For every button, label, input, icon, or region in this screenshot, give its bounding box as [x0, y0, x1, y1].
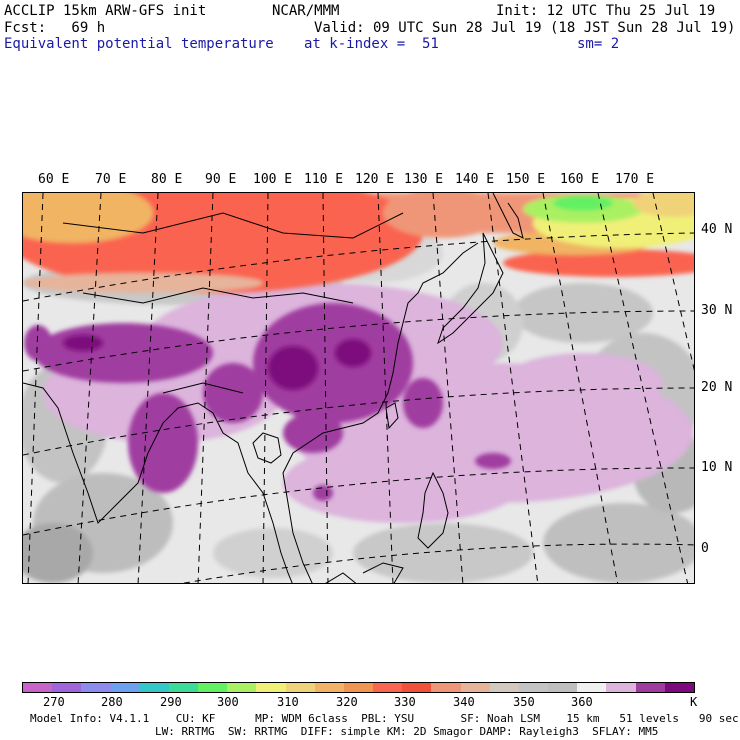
colorbar-label: K — [690, 695, 698, 709]
longitude-label: 70 E — [95, 172, 127, 187]
colorbar-swatch — [431, 683, 461, 692]
colorbar-swatch — [81, 683, 111, 692]
colorbar — [22, 682, 695, 693]
footer-model-info: Model Info: V4.1.1 CU: KF MP: WDM 6class… — [30, 712, 739, 725]
latitude-label: 30 N — [701, 303, 733, 318]
forecast-hour: Fcst: 69 h — [4, 20, 106, 36]
longitude-label: 80 E — [151, 172, 183, 187]
colorbar-swatch — [314, 683, 344, 692]
coastlines — [23, 193, 524, 583]
longitude-label: 100 E — [253, 172, 293, 187]
longitude-label: 130 E — [404, 172, 444, 187]
latitude-label: 10 N — [701, 460, 733, 475]
colorbar-label: 350 — [513, 695, 535, 709]
longitude-label: 60 E — [38, 172, 70, 187]
colorbar-swatch — [139, 683, 169, 692]
colorbar-swatch — [23, 683, 53, 692]
colorbar-label: 290 — [160, 695, 182, 709]
map-panel — [22, 192, 695, 584]
latitude-label: 20 N — [701, 380, 733, 395]
colorbar-swatch — [460, 683, 490, 692]
longitude-label: 150 E — [506, 172, 546, 187]
colorbar-swatch — [168, 683, 199, 692]
longitude-label: 110 E — [304, 172, 344, 187]
model-title: ACCLIP 15km ARW-GFS init — [4, 3, 207, 19]
dark-purple-cores — [63, 335, 371, 390]
colorbar-label: 320 — [336, 695, 358, 709]
colorbar-swatch — [227, 683, 257, 692]
colorbar-swatch — [577, 683, 607, 692]
longitude-label: 170 E — [615, 172, 655, 187]
colorbar-label: 280 — [101, 695, 123, 709]
colorbar-swatch — [548, 683, 578, 692]
colorbar-label: 330 — [394, 695, 416, 709]
colorbar-swatch — [285, 683, 315, 692]
field-name: Equivalent potential temperature — [4, 36, 274, 52]
colorbar-swatch — [606, 683, 636, 692]
footer-physics-info: LW: RRTMG SW: RRTMG DIFF: simple KM: 2D … — [155, 725, 659, 738]
colorbar-swatch — [256, 683, 286, 692]
colorbar-swatch — [343, 683, 374, 692]
org-label: NCAR/MMM — [272, 3, 340, 19]
longitude-label: 120 E — [355, 172, 395, 187]
colorbar-swatch — [373, 683, 403, 692]
colorbar-swatch — [52, 683, 82, 692]
valid-time: Valid: 09 UTC Sun 28 Jul 19 (18 JST Sun … — [314, 20, 736, 36]
colorbar-swatch — [198, 683, 228, 692]
level-info: at k-index = 51 — [304, 36, 439, 52]
colorbar-label: 270 — [43, 695, 65, 709]
latitude-label: 0 — [701, 541, 709, 556]
colorbar-label: 360 — [571, 695, 593, 709]
colorbar-swatch — [402, 683, 432, 692]
colorbar-swatch — [110, 683, 140, 692]
colorbar-swatch — [635, 683, 665, 692]
longitude-label: 140 E — [455, 172, 495, 187]
colorbar-label: 340 — [453, 695, 475, 709]
longitude-label: 160 E — [560, 172, 600, 187]
colorbar-swatch — [489, 683, 519, 692]
colorbar-label: 310 — [277, 695, 299, 709]
longitude-label: 90 E — [205, 172, 237, 187]
colorbar-swatch — [664, 683, 694, 692]
theta-e-map — [23, 193, 694, 583]
colorbar-label: 300 — [217, 695, 239, 709]
smoothing-info: sm= 2 — [577, 36, 620, 52]
graticule — [23, 193, 694, 583]
init-time: Init: 12 UTC Thu 25 Jul 19 — [496, 3, 716, 19]
latitude-label: 40 N — [701, 222, 733, 237]
colorbar-swatch — [518, 683, 549, 692]
medium-purple-field — [24, 303, 511, 501]
